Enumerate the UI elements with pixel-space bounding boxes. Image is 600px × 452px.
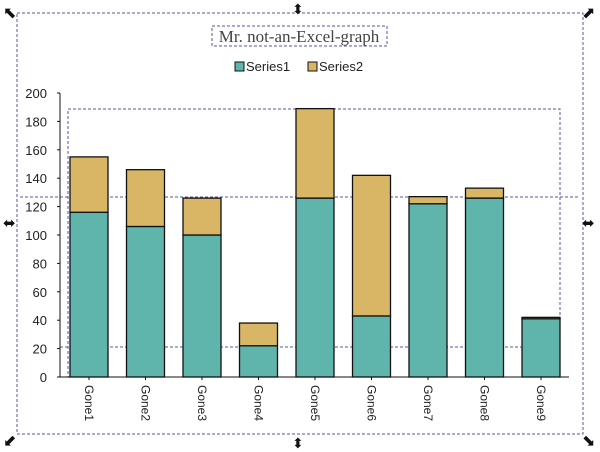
selection-frame	[16, 12, 584, 435]
bar-series2-gone9[interactable]	[521, 316, 561, 320]
bar-series2-gone8[interactable]	[464, 187, 505, 199]
y-tick-label: 0	[40, 370, 47, 385]
bar-series1-gone9[interactable]	[521, 318, 561, 378]
y-tick-label: 20	[33, 342, 47, 357]
bar-series2-gone1[interactable]	[69, 156, 109, 213]
bar-series1-gone7[interactable]	[408, 203, 448, 378]
x-category-label: Gone9	[534, 385, 548, 421]
legend[interactable]: Series1 Series2	[234, 59, 363, 74]
bar-series2-gone2[interactable]	[125, 169, 166, 228]
y-tick-label: 120	[25, 200, 47, 215]
resize-handle-left[interactable]: ⬌	[3, 215, 16, 232]
chart-title[interactable]: Mr. not-an-Excel-graph	[219, 27, 380, 46]
resize-handle-top-right[interactable]: ⬈	[582, 5, 595, 22]
legend-label-series1: Series1	[246, 59, 290, 74]
x-category-label: Gone8	[478, 385, 492, 421]
y-tick-label: 60	[33, 285, 47, 300]
bar-series2-gone6[interactable]	[351, 174, 392, 317]
bar-series1-gone2[interactable]	[125, 225, 166, 378]
y-tick-label: 180	[25, 114, 47, 129]
y-tick-label: 140	[25, 171, 47, 186]
y-tick-label: 200	[25, 86, 47, 101]
x-category-label: Gone4	[252, 385, 266, 421]
x-category-label: Gone2	[139, 385, 153, 421]
legend-swatch-series1	[234, 61, 245, 72]
resize-handle-top[interactable]: ⬍	[292, 1, 304, 17]
y-tick-label: 100	[25, 228, 47, 243]
bar-series1-gone5[interactable]	[295, 197, 335, 378]
bar-series1-gone4[interactable]	[238, 345, 279, 378]
bar-series1-gone6[interactable]	[351, 315, 392, 378]
bar-series2-gone4[interactable]	[238, 322, 279, 347]
bar-series2-gone7[interactable]	[408, 196, 448, 205]
y-tick-label: 40	[33, 313, 47, 328]
x-category-label: Gone3	[195, 385, 209, 421]
x-category-label: Gone1	[82, 385, 96, 421]
bar-series1-gone3[interactable]	[182, 234, 222, 378]
resize-handle-bottom-right[interactable]: ⬊	[582, 433, 595, 450]
bar-series2-gone5[interactable]	[295, 107, 335, 199]
resize-handle-bottom-left[interactable]: ⬋	[3, 433, 16, 450]
resize-handle-bottom[interactable]: ⬍	[292, 435, 304, 451]
bar-series2-gone3[interactable]	[182, 197, 222, 236]
y-tick-label: 80	[33, 256, 47, 271]
resize-handles[interactable]: ⬉ ⬍ ⬈ ⬌ ⬌ ⬋ ⬍ ⬊	[3, 1, 595, 451]
bar-series1-gone8[interactable]	[464, 197, 505, 378]
resize-handle-right[interactable]: ⬌	[582, 215, 595, 232]
legend-swatch-series2	[307, 61, 318, 72]
x-category-label: Gone7	[421, 385, 435, 421]
y-axis-ticks: 0 20 40 60 80 100 120 140 160 180 200	[25, 86, 60, 385]
bar-series1-gone1[interactable]	[69, 211, 109, 378]
legend-label-series2: Series2	[319, 59, 363, 74]
x-category-label: Gone5	[308, 385, 322, 421]
title-selection-box	[211, 25, 388, 47]
y-tick-label: 160	[25, 143, 47, 158]
x-category-label: Gone6	[365, 385, 379, 421]
bars	[69, 107, 561, 378]
resize-handle-top-left[interactable]: ⬉	[3, 5, 16, 22]
x-axis-labels: Gone1 Gone2 Gone3 Gone4 Gone5 Gone6 Gone7 Gone8…	[82, 377, 548, 421]
